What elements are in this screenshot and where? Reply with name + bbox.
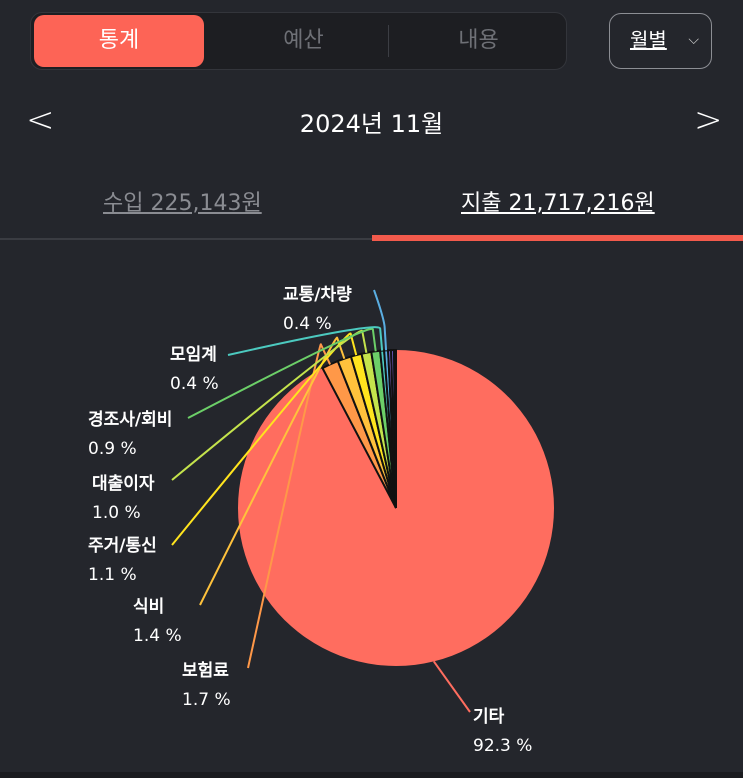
divider	[388, 25, 389, 57]
pie-slice[interactable]	[393, 348, 397, 509]
slice-name: 대출이자	[92, 474, 155, 494]
slice-name: 주거/통신	[88, 536, 157, 556]
leader-line	[187, 327, 377, 419]
slice-percent: 92.3 %	[473, 736, 533, 756]
slice-percent: 1.7 %	[182, 690, 231, 710]
chevron-down-icon: ⌵	[688, 32, 699, 48]
pie-label: 대출이자 1.0 %	[92, 470, 155, 528]
slice-name: 식비	[133, 597, 165, 617]
pie-label: 교통/차량 0.4 %	[283, 281, 352, 339]
slice-name: 모임계	[170, 345, 217, 365]
tab-divider	[0, 238, 743, 240]
view-segmented-control: 통계 예산 내용	[30, 12, 567, 70]
pie-label: 경조사/회비 0.9 %	[88, 406, 172, 464]
tab-budget[interactable]: 예산	[283, 28, 324, 53]
month-title: 2024년 11월	[299, 110, 444, 138]
pie-label: 모임계 0.4 %	[170, 341, 219, 399]
leader-line	[227, 326, 384, 356]
pie-label: 기타 92.3 %	[473, 703, 532, 761]
pie-label: 보험료 1.7 %	[182, 657, 231, 715]
slice-percent: 1.4 %	[133, 626, 182, 646]
slice-percent: 1.0 %	[92, 503, 141, 523]
tab-details[interactable]: 내용	[458, 28, 499, 53]
leader-line	[171, 329, 368, 481]
leader-line	[433, 660, 471, 713]
pie-label: 식비 1.4 %	[133, 593, 182, 651]
slice-percent: 0.4 %	[283, 314, 332, 334]
slice-percent: 1.1 %	[88, 565, 137, 585]
chevron-left-icon[interactable]: <	[26, 100, 55, 140]
tab-income[interactable]: 수입 225,143원	[103, 191, 262, 216]
tab-expense[interactable]: 지출 21,717,216원	[461, 191, 655, 216]
leader-line	[247, 343, 331, 669]
slice-percent: 0.9 %	[88, 439, 137, 459]
period-value: 월별	[630, 28, 667, 52]
tab-statistics[interactable]: 통계	[34, 15, 204, 67]
leader-line	[171, 332, 358, 546]
slice-percent: 0.4 %	[170, 374, 219, 394]
period-dropdown[interactable]: 월별 ⌵	[609, 13, 712, 69]
bottom-bar	[0, 772, 743, 778]
pie-label: 주거/통신 1.1 %	[88, 532, 157, 590]
leader-line	[199, 336, 346, 606]
slice-name: 교통/차량	[283, 285, 352, 305]
slice-name: 보험료	[182, 661, 229, 681]
slice-name: 경조사/회비	[88, 410, 173, 430]
active-tab-indicator	[372, 235, 743, 241]
chevron-right-icon[interactable]: >	[694, 100, 723, 140]
leader-line	[373, 289, 388, 351]
slice-name: 기타	[473, 707, 505, 727]
